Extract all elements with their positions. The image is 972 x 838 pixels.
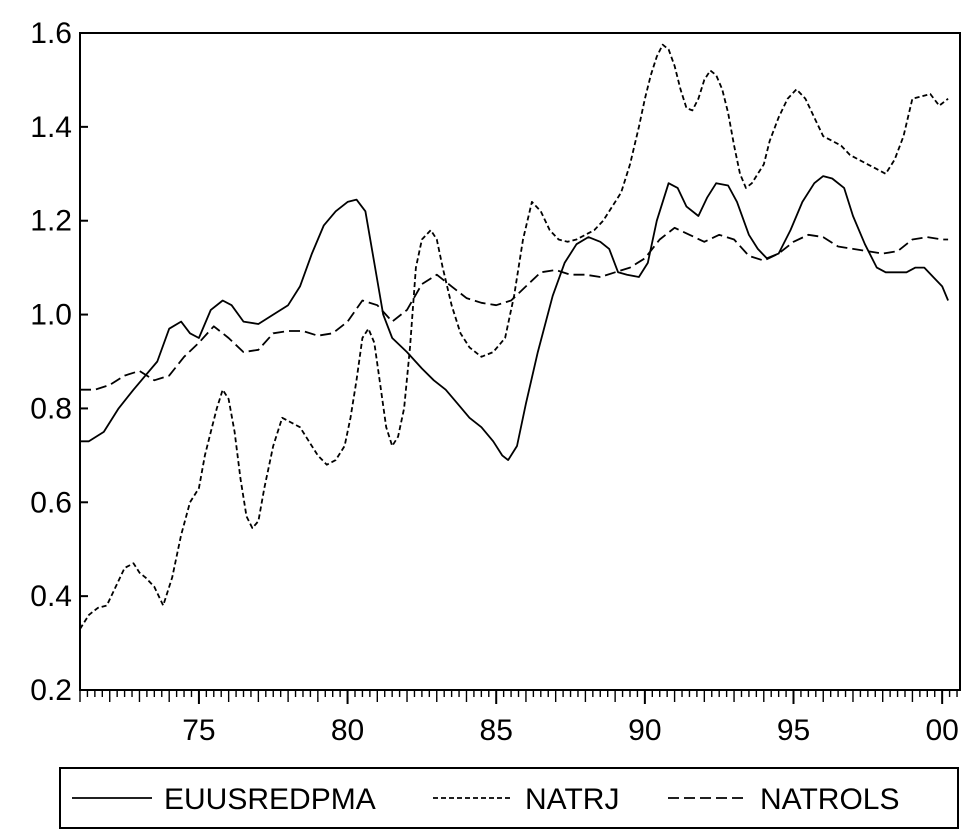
legend-label: NATRJ: [525, 783, 619, 816]
legend-item: NATRJ: [433, 783, 619, 816]
y-tick-label: 1.2: [30, 205, 72, 238]
plot-area: [79, 32, 961, 691]
plot-frame: [79, 32, 961, 691]
x-tick-label: 85: [480, 714, 513, 747]
x-tick-label: 90: [628, 714, 661, 747]
legend-label: NATROLS: [760, 783, 899, 816]
x-tick-label: 95: [777, 714, 810, 747]
series-line-natrols: [80, 226, 949, 391]
x-tick-label: 00: [925, 714, 958, 747]
legend-item: EUUSREDPMA: [72, 783, 376, 816]
legend-item: NATROLS: [668, 783, 899, 816]
y-tick-label: 1.4: [30, 111, 72, 144]
x-tick-label: 80: [331, 714, 364, 747]
series-line-euusredpma: [80, 175, 949, 462]
legend-box: [59, 767, 959, 829]
x-tick-label: 75: [182, 714, 215, 747]
series-layer: [79, 43, 949, 630]
legend-items: EUUSREDPMA NATRJ NATROLS: [72, 783, 899, 816]
x-axis: 75 80 85 90 95 00: [79, 690, 959, 747]
y-tick-label: 0.6: [30, 486, 72, 519]
y-tick-label: 0.8: [30, 392, 72, 425]
y-tick-label: 1.6: [30, 17, 72, 50]
y-tick-label: 0.2: [30, 674, 72, 707]
series-line-natrj: [79, 43, 949, 630]
y-tick-label: 0.4: [30, 580, 72, 613]
legend: EUUSREDPMA NATRJ NATROLS: [59, 767, 959, 829]
y-tick-label: 1.0: [30, 299, 72, 332]
y-axis: 0.2 0.4 0.6 0.8 1.0 1.2 1.4 1.6: [30, 17, 88, 707]
legend-label: EUUSREDPMA: [164, 783, 376, 816]
